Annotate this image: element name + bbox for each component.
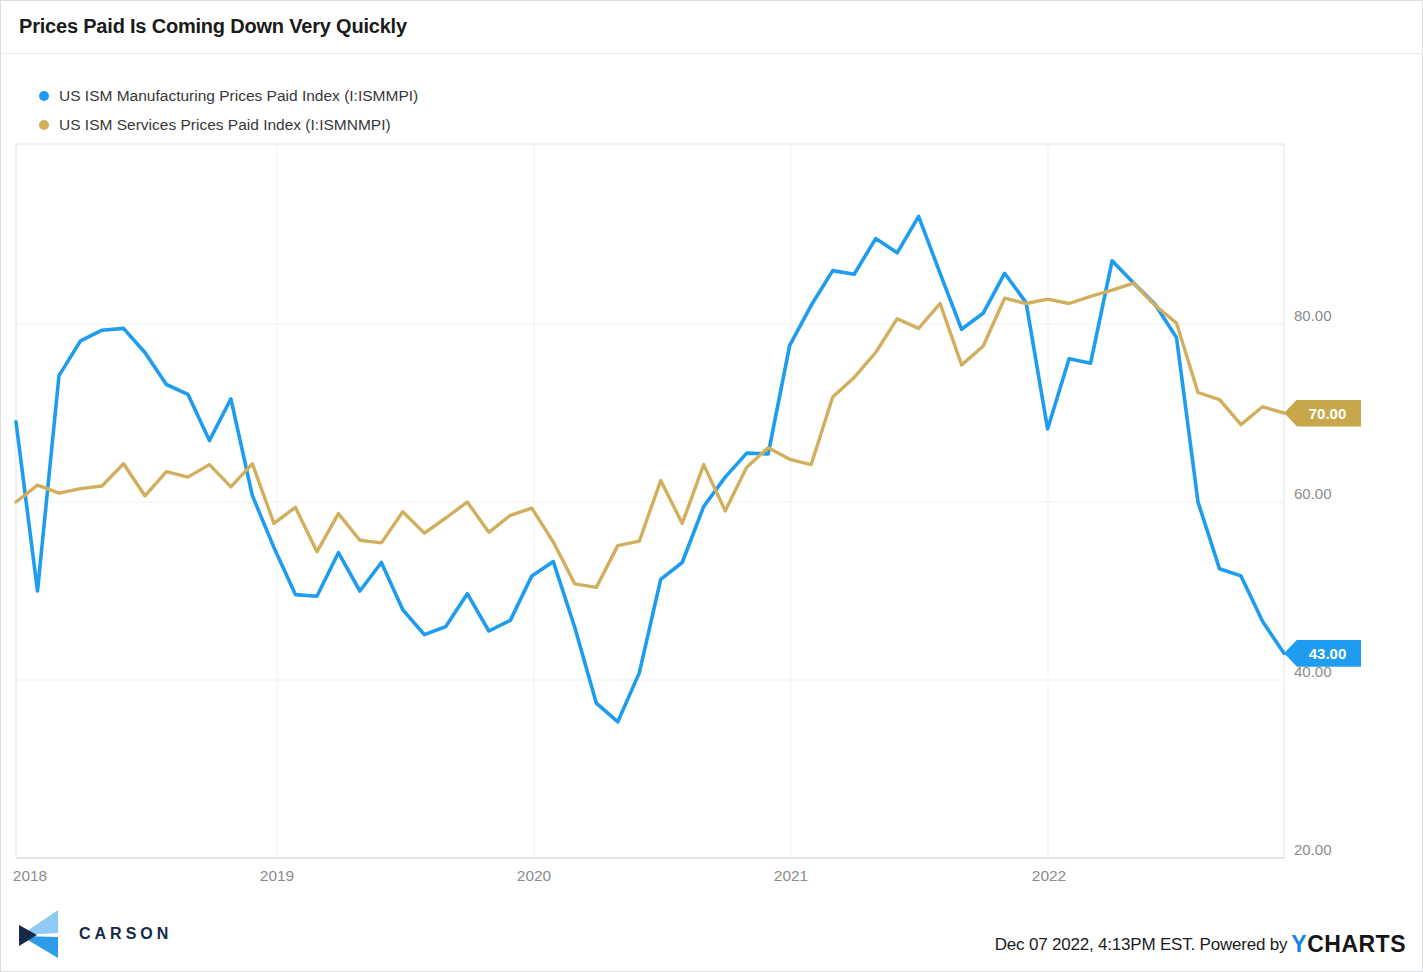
ycharts-y-icon: Y — [1291, 931, 1307, 957]
footer-timestamp: Dec 07 2022, 4:13PM EST. Powered by — [995, 935, 1288, 955]
ycharts-wordmark: CHARTS — [1307, 931, 1406, 957]
y-axis-label: 80.00 — [1294, 306, 1354, 326]
y-axis-label: 20.00 — [1294, 840, 1354, 860]
ycharts-logo: YCHARTS — [1291, 931, 1406, 958]
chart-plot-area — [1, 1, 1422, 971]
carson-logo-icon — [19, 909, 59, 959]
footer-attribution: Dec 07 2022, 4:13PM EST. Powered by YCHA… — [995, 931, 1406, 958]
x-axis-label: 2019 — [260, 867, 294, 885]
value-badge-services: 70.00 — [1284, 400, 1361, 427]
chart-page: Prices Paid Is Coming Down Very Quickly … — [0, 0, 1423, 972]
series-line-manufacturing — [16, 216, 1284, 722]
carson-logo: CARSON — [19, 909, 172, 959]
carson-wordmark: CARSON — [79, 925, 172, 943]
x-axis-label: 2018 — [13, 867, 47, 885]
x-axis-label: 2020 — [517, 867, 551, 885]
x-axis-label: 2021 — [774, 867, 808, 885]
value-badge-manufacturing: 43.00 — [1284, 640, 1361, 667]
x-axis-label: 2022 — [1032, 867, 1066, 885]
y-axis-label: 60.00 — [1294, 484, 1354, 504]
